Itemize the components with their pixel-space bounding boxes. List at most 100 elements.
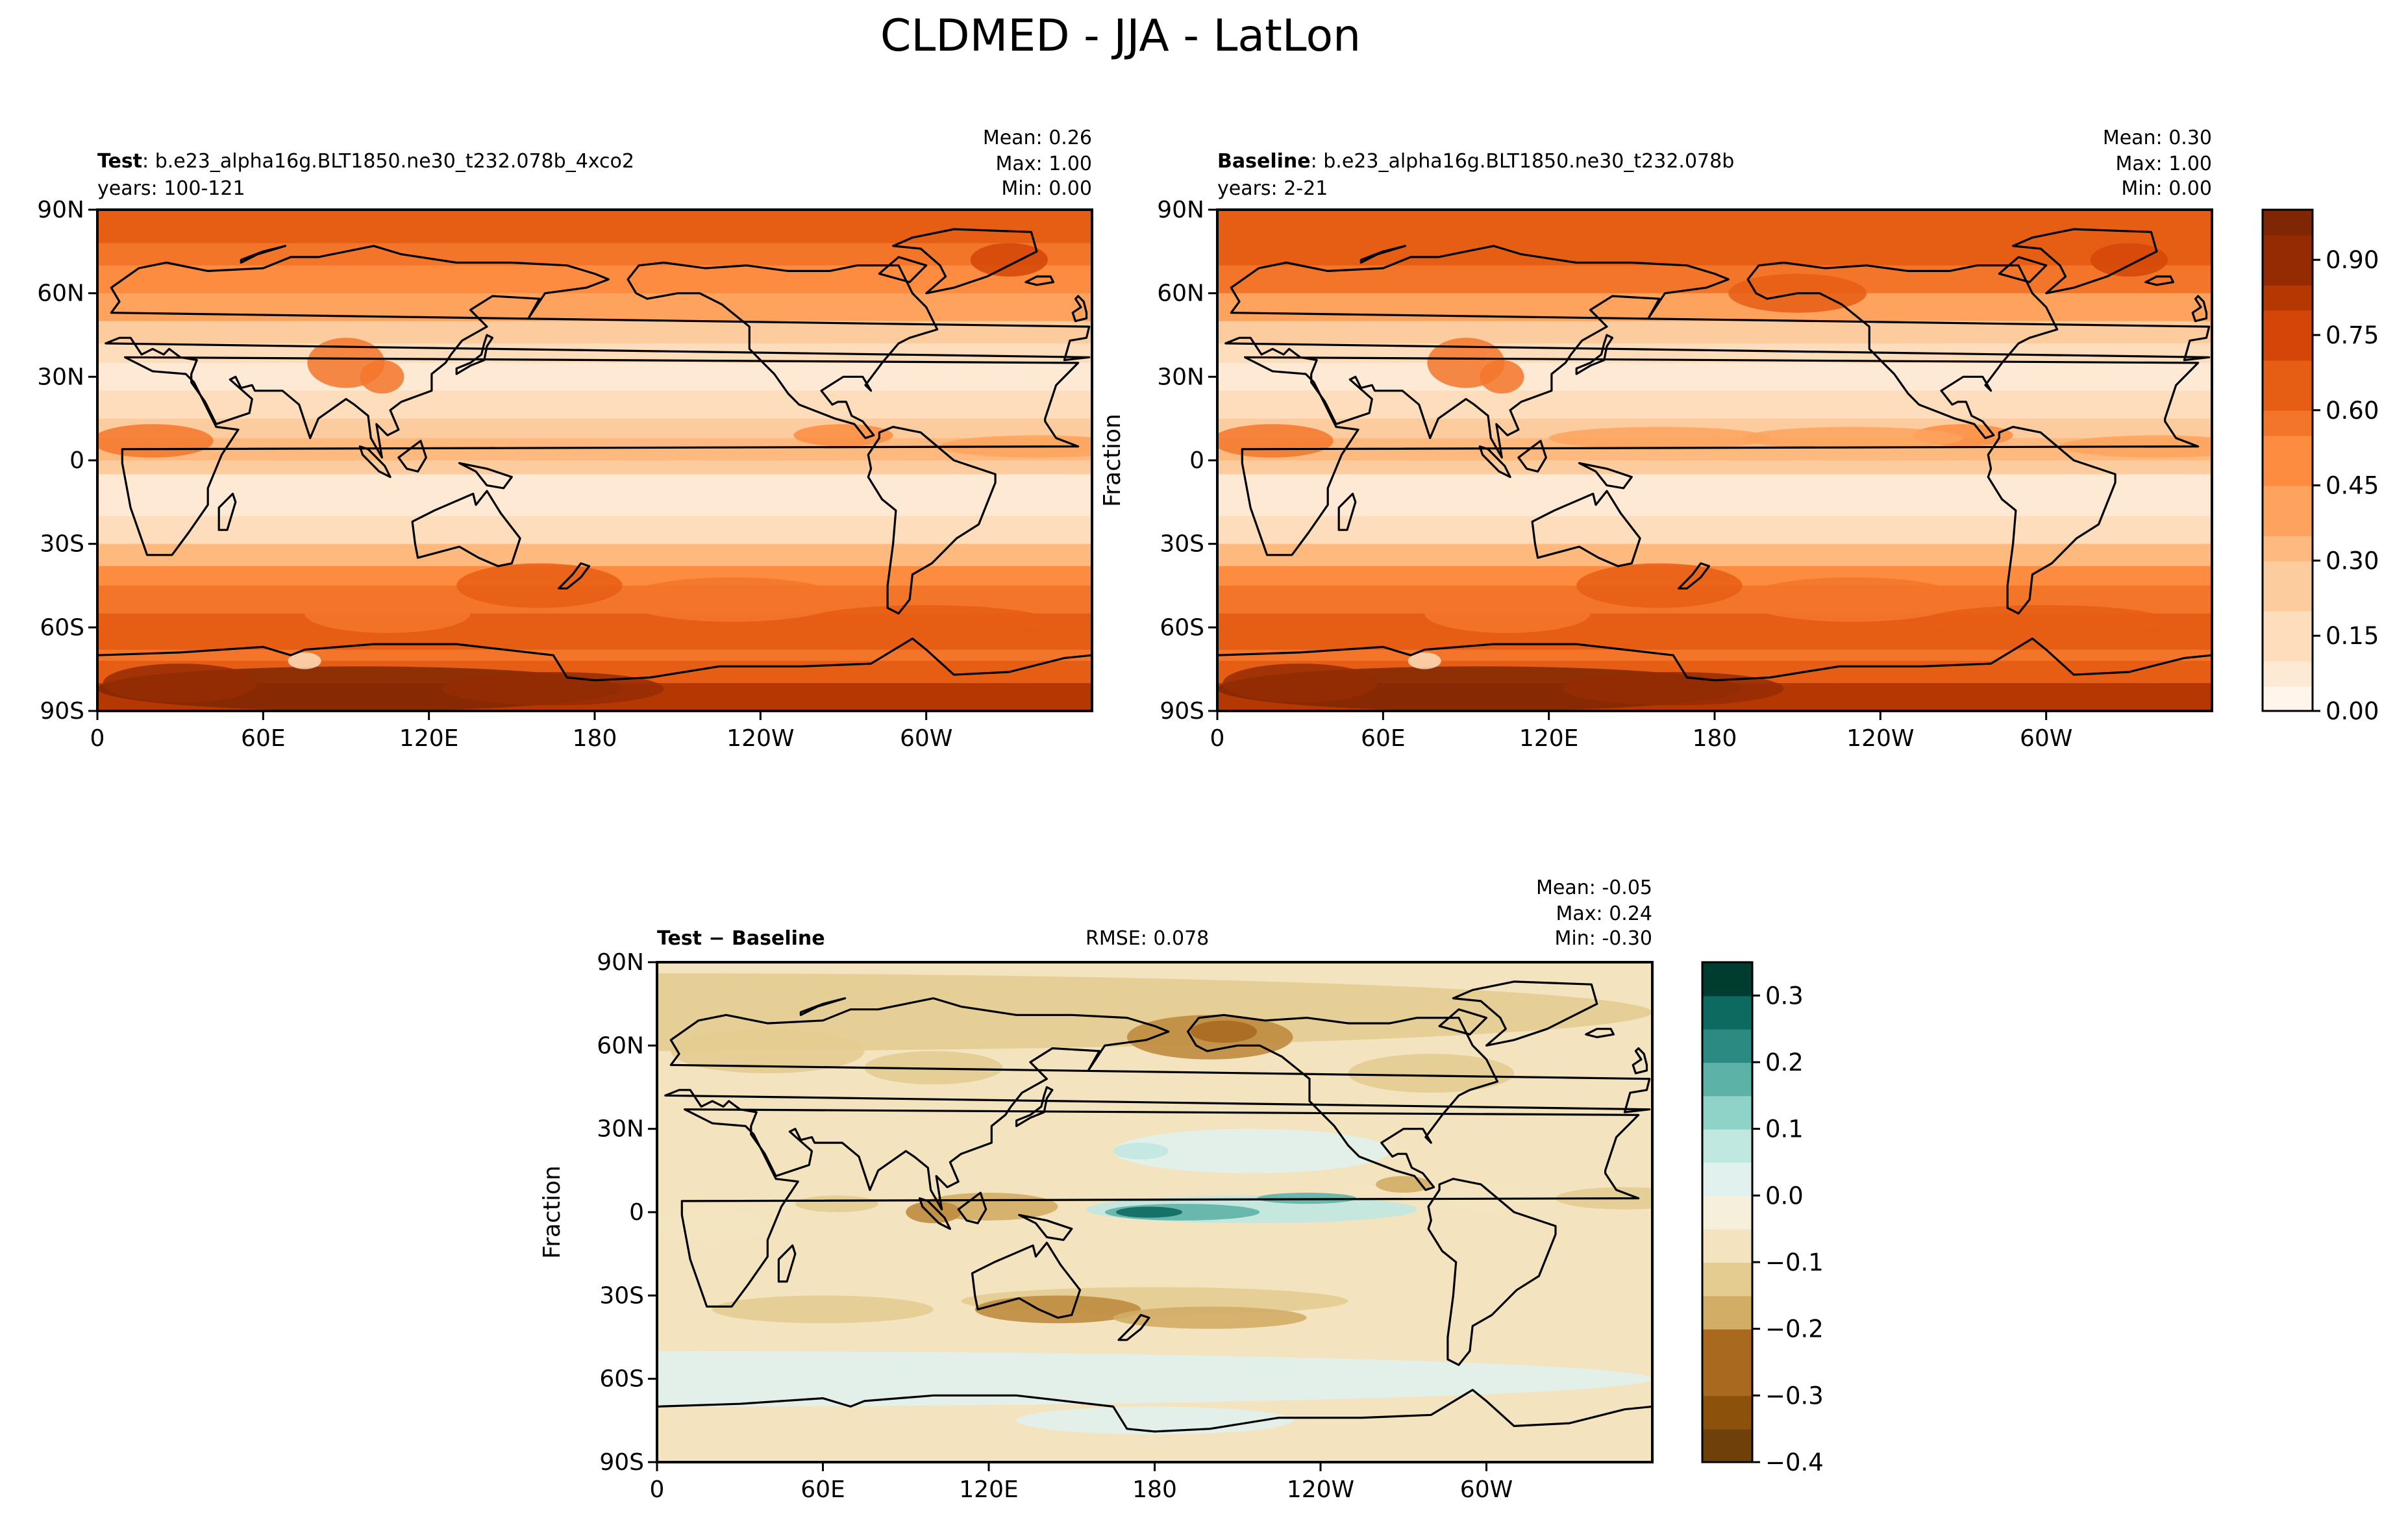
coastline xyxy=(918,1197,951,1230)
colorbar-tick-label: −0.1 xyxy=(1765,1249,1824,1276)
panel-baseline-ylabel: Fraction xyxy=(1099,414,1126,507)
figure-title: CLDMED - JJA - LatLon xyxy=(880,10,1361,62)
panel-test-map-coastlines xyxy=(97,228,1092,711)
colorbar-segment xyxy=(2263,234,2313,261)
lon-tick-label: 120W xyxy=(1846,725,1914,752)
colorbar-tick-label: 0.2 xyxy=(1765,1049,1804,1076)
panel-baseline-case: b.e23_alpha16g.BLT1850.ne30_t232.078b xyxy=(1323,150,1734,173)
lat-tick-label: 60S xyxy=(40,614,84,641)
coastline xyxy=(1024,275,1054,286)
colorbar-tick-label: 0.1 xyxy=(1765,1115,1804,1143)
field-anomaly xyxy=(622,577,843,622)
colorbar-tick-label: −0.2 xyxy=(1765,1315,1824,1343)
panel-diff-map-coastlines xyxy=(444,980,2408,1462)
coastline xyxy=(1117,1313,1150,1341)
colorbar-segment xyxy=(2263,560,2313,586)
coastline xyxy=(458,462,513,490)
coastline xyxy=(121,356,1080,556)
lon-tick-label: 180 xyxy=(573,725,617,752)
coastline xyxy=(2183,1015,2408,1190)
field-anomaly xyxy=(974,1295,1141,1324)
field-anomaly xyxy=(304,593,471,633)
lat-band xyxy=(97,418,1092,439)
coastline xyxy=(1661,999,2408,1210)
coastline xyxy=(1954,1193,1981,1223)
coastline xyxy=(1015,1086,1054,1127)
panel-test-years: years: 100-121 xyxy=(97,177,245,200)
coastline xyxy=(799,997,847,1016)
panel-diff-max: Max: 0.24 xyxy=(1556,902,1652,925)
coastline xyxy=(680,1108,1640,1308)
panel-baseline-mean: Mean: 0.30 xyxy=(2103,127,2212,149)
colorbar-tick-label: 0.45 xyxy=(2326,472,2379,500)
colorbar-segment xyxy=(2263,310,2313,336)
lat-tick-label: 90N xyxy=(1157,197,1204,223)
colorbar-segment xyxy=(2263,335,2313,361)
field-anomaly xyxy=(1424,593,1591,633)
field-anomaly xyxy=(1408,652,1441,669)
panel-baseline-map-coastlines xyxy=(1217,228,2212,711)
coastline xyxy=(1018,1213,1073,1241)
coastline xyxy=(2191,295,2208,323)
lat-tick-label: 90N xyxy=(37,197,84,223)
lon-tick-label: 120E xyxy=(959,1476,1018,1503)
field-anomaly xyxy=(712,1295,934,1324)
lat-band xyxy=(97,293,1092,322)
colorbar-segment xyxy=(1702,1195,1752,1230)
panel-test-header: Test: b.e23_alpha16g.BLT1850.ne30_t232.0… xyxy=(97,127,1092,200)
lon-tick-label: 120W xyxy=(726,725,794,752)
colorbar-segment xyxy=(2263,535,2313,562)
coastline xyxy=(358,445,391,479)
colorbar-tick-label: −0.4 xyxy=(1765,1448,1824,1476)
lon-tick-label: 60E xyxy=(801,1476,845,1503)
colorbar-segment xyxy=(2263,610,2313,637)
panel-baseline-label: Baseline xyxy=(1217,150,1311,173)
coastline xyxy=(397,440,427,473)
lon-tick-label: 0 xyxy=(1210,725,1225,752)
lon-tick-label: 60W xyxy=(900,725,952,752)
lon-tick-label: 180 xyxy=(1132,1476,1177,1503)
lat-tick-label: 60S xyxy=(599,1366,644,1393)
field-anomaly xyxy=(1480,360,1524,394)
colorbar-segment xyxy=(2263,284,2313,311)
lat-band xyxy=(97,243,1092,266)
lat-band xyxy=(97,474,1092,489)
coastline xyxy=(558,562,591,590)
field-anomaly xyxy=(1339,1184,1384,1196)
coastline xyxy=(2012,1088,2048,1126)
lat-band xyxy=(97,460,1092,475)
field-anomaly xyxy=(657,1209,768,1243)
field-anomaly xyxy=(1190,1020,1258,1043)
coastline xyxy=(1575,334,1614,375)
field-anomaly xyxy=(1223,664,1378,703)
colorbar-segment xyxy=(2263,460,2313,486)
lat-tick-label: 30N xyxy=(37,364,84,390)
colorbar-segment xyxy=(2263,260,2313,286)
colorbar-segment xyxy=(1702,1428,1752,1463)
colorbar-segment xyxy=(2263,586,2313,612)
coastline xyxy=(1678,562,1711,590)
coastline xyxy=(1478,445,1511,479)
colorbar-segment xyxy=(1702,1128,1752,1163)
coastline xyxy=(1578,462,1633,490)
field-anomaly xyxy=(456,563,623,608)
panel-test-max: Max: 1.00 xyxy=(996,153,1092,175)
colorbar-segment xyxy=(2263,485,2313,512)
colorbar-frame xyxy=(1701,961,1754,1463)
coastline xyxy=(1585,1028,1615,1039)
colorbar-tick-label: 0.15 xyxy=(2326,622,2379,650)
panel-test-label: Test xyxy=(97,150,142,173)
lat-tick-label: 30S xyxy=(1160,531,1204,558)
colorbar-segment xyxy=(1702,1262,1752,1297)
panel-diff-map-field xyxy=(444,962,2408,1462)
coastline xyxy=(444,1010,491,1035)
coastline xyxy=(1337,492,1357,531)
lat-tick-label: 30S xyxy=(599,1282,644,1309)
field-anomaly xyxy=(795,1195,878,1212)
lat-tick-label: 0 xyxy=(629,1199,644,1226)
lat-band xyxy=(1217,543,2212,567)
lon-tick-label: 60W xyxy=(2020,725,2072,752)
colorbar-segment xyxy=(1702,1062,1752,1097)
coastline xyxy=(2015,1215,2067,1240)
